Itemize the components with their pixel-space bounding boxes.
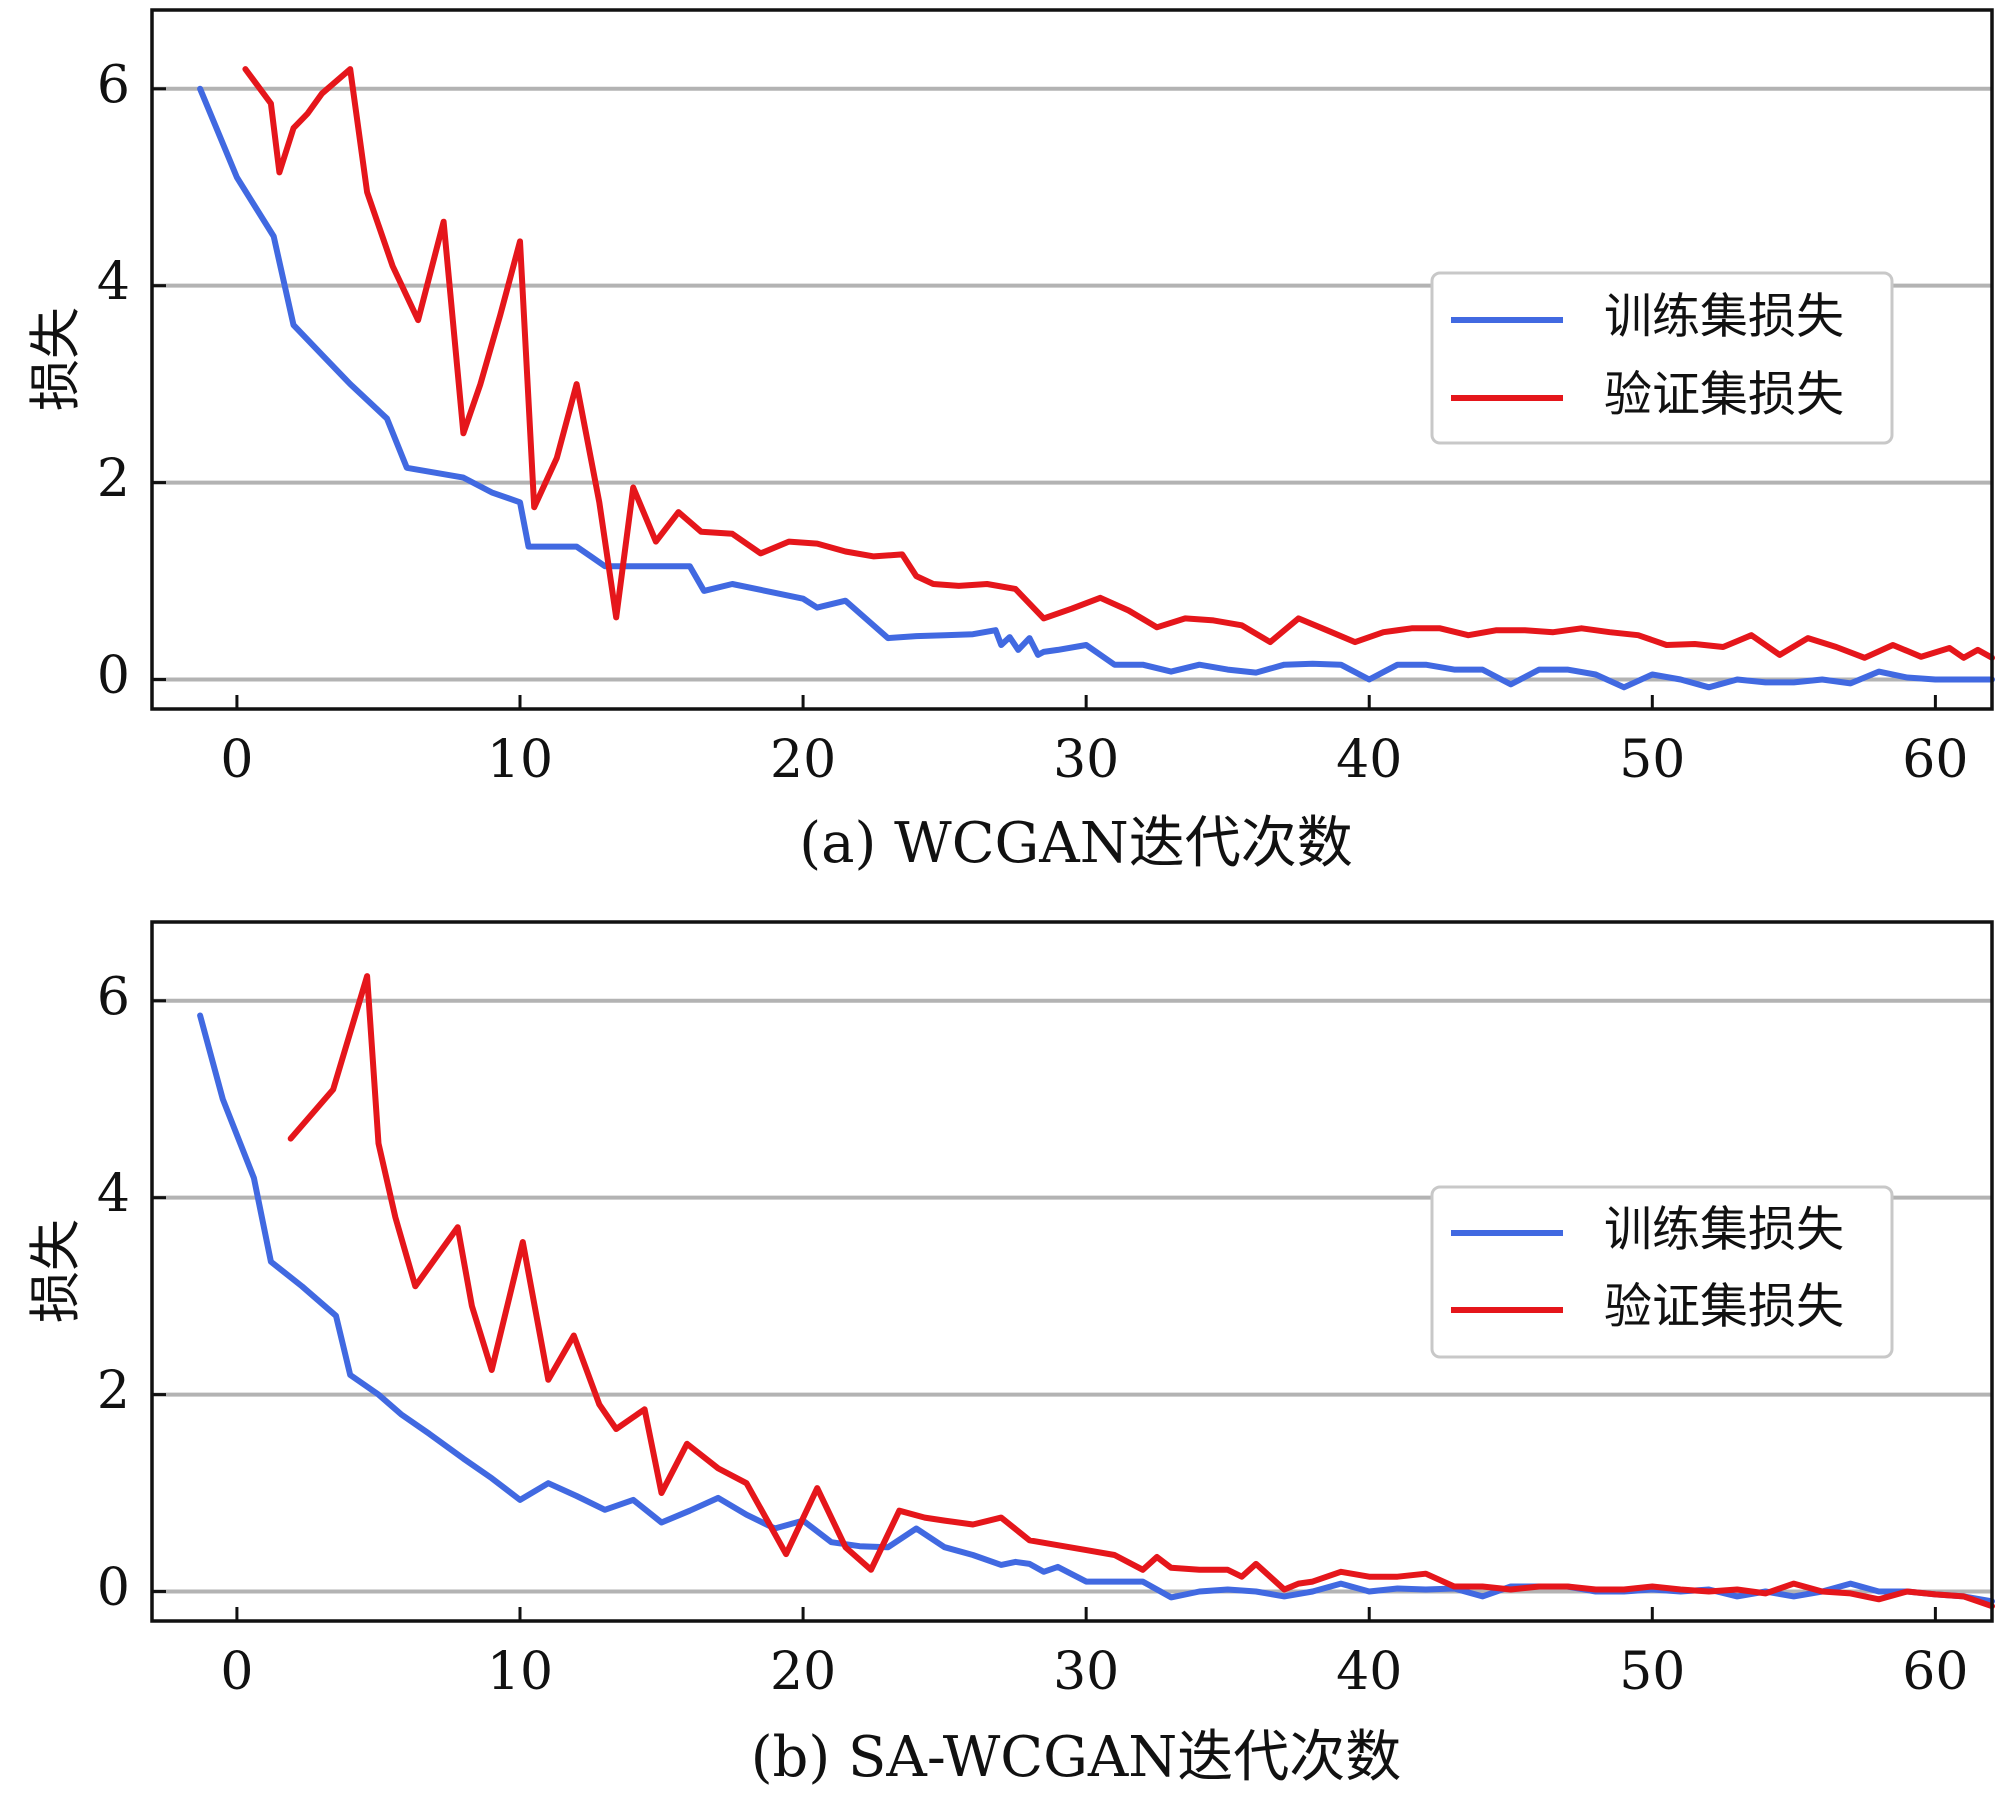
panel-b-legend-train-label: 训练集损失 (1604, 1202, 1844, 1258)
panel-a-y-tick-label-6: 6 (97, 55, 130, 115)
panel-a-frame (150, 8, 1994, 711)
panel-a-x-tick-label-20: 20 (770, 730, 836, 790)
panel-a-x-tick-label-50: 50 (1619, 730, 1685, 790)
panel-a-caption: (a) WCGAN迭代次数 (799, 811, 1352, 876)
panel-b-y-tick-label-6: 6 (97, 967, 130, 1027)
panel-b-legend-val-label: 验证集损失 (1604, 1279, 1844, 1335)
panel-b-y-tick-label-2: 2 (97, 1361, 130, 1421)
panel-a-legend-train-label: 训练集损失 (1604, 289, 1844, 345)
panel-b-x-tick-label-60: 60 (1902, 1642, 1968, 1702)
panel-b-y-axis-label: 损失 (27, 1219, 87, 1323)
panel-a-x-tick-label-30: 30 (1053, 730, 1119, 790)
panel-a-legend: 训练集损失 验证集损失 (1430, 271, 1894, 445)
panel-b-x-tick-label-30: 30 (1053, 1642, 1119, 1702)
panel-a-x-tick-label-40: 40 (1336, 730, 1402, 790)
panel-b-x-tick-label-20: 20 (770, 1642, 836, 1702)
panel-b-caption: (b) SA-WCGAN迭代次数 (751, 1725, 1402, 1790)
panel-a-series-val-line (242, 66, 1995, 661)
panel-a-legend-val-label: 验证集损失 (1604, 367, 1844, 423)
panel-b-legend: 训练集损失 验证集损失 (1430, 1185, 1894, 1359)
panel-b-legend-box (1430, 1185, 1894, 1359)
panel-a-x-tick-label-10: 10 (487, 730, 553, 790)
panel-a-y-tick-label-0: 0 (97, 646, 130, 706)
panel-b-x-tick-label-10: 10 (487, 1642, 553, 1702)
panel-a-series-train-line (197, 85, 1995, 691)
panel-a-x-tick-label-0: 0 (220, 730, 253, 790)
panel-a-y-axis-label: 损失 (27, 307, 87, 411)
panel-b-y-tick-label-4: 4 (97, 1164, 130, 1224)
panel-b-series-val-line (287, 973, 1995, 1610)
panel-a-y-tick-label-4: 4 (97, 252, 130, 312)
panel-b-x-tick-label-50: 50 (1619, 1642, 1685, 1702)
panel-b-y-tick-label-0: 0 (97, 1558, 130, 1618)
panel-b-frame (150, 920, 1994, 1623)
panel-a-y-tick-label-2: 2 (97, 449, 130, 509)
panel-b-x-tick-label-0: 0 (220, 1642, 253, 1702)
panel-a-x-tick-label-60: 60 (1902, 730, 1968, 790)
panel-b-x-tick-label-40: 40 (1336, 1642, 1402, 1702)
